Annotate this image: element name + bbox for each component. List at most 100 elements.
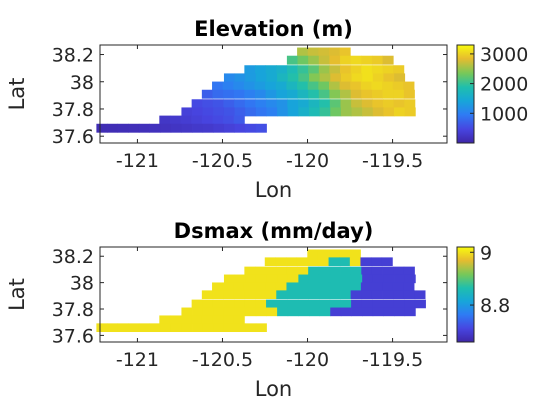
heatmap-cell (382, 290, 394, 300)
heatmap-cell (329, 290, 341, 300)
heatmap-cell (340, 266, 352, 276)
heatmap-cell (297, 266, 309, 276)
heatmap-cell (340, 55, 352, 65)
heatmap-cell (319, 107, 331, 117)
x-axis-label: Lon (255, 178, 293, 202)
heatmap-cell (319, 307, 331, 317)
heatmap-cell (330, 73, 342, 83)
heatmap-cell (286, 55, 298, 65)
heatmap-cell (307, 81, 319, 91)
heatmap-cell (286, 290, 298, 300)
heatmap-cell (233, 315, 245, 325)
heatmap-cell (393, 89, 405, 99)
heatmap-cell (255, 99, 267, 109)
heatmap-cell (308, 266, 320, 276)
heatmap-cell (382, 81, 394, 91)
heatmap-cell (317, 249, 329, 259)
heatmap-cell (117, 323, 129, 333)
heatmap-cell (276, 89, 288, 99)
x-tick-label: -119.5 (362, 349, 423, 371)
heatmap-cell (393, 65, 405, 75)
heatmap-cell (350, 81, 362, 91)
x-tick-label: -120 (286, 150, 329, 172)
heatmap-cell (245, 307, 257, 317)
heatmap-cell (243, 282, 255, 292)
heatmap-cell (255, 107, 267, 117)
heatmap-cell (255, 274, 267, 284)
heatmap-cell (191, 99, 203, 109)
heatmap-cell (234, 107, 246, 117)
heatmap-cell (234, 274, 246, 284)
heatmap-cell (266, 99, 278, 109)
heatmap-cell (403, 290, 415, 300)
heatmap-cell (340, 107, 352, 117)
heatmap-cell (234, 307, 246, 317)
heatmap-cell (309, 307, 321, 317)
heatmap-cell (328, 47, 341, 57)
heatmap-cell (233, 282, 245, 292)
heatmap-cell (234, 323, 246, 333)
heatmap-cell (287, 99, 299, 109)
heatmap-cell (245, 274, 257, 284)
heatmap-cell (361, 266, 373, 276)
heatmap-cell (192, 123, 204, 133)
heatmap-cell (297, 55, 309, 65)
heatmap-cell (169, 315, 181, 325)
heatmap-cell (383, 73, 395, 83)
heatmap-cell (360, 257, 372, 267)
heatmap-cell (414, 299, 426, 309)
heatmap-cell (404, 274, 416, 284)
heatmap-cell (201, 89, 213, 99)
y-tick-label: 37.8 (52, 99, 94, 121)
heatmap-cell (192, 323, 204, 333)
heatmap-cell (362, 73, 374, 83)
heatmap-cell (361, 290, 373, 300)
heatmap-cell (298, 307, 310, 317)
heatmap-cell (393, 99, 405, 109)
heatmap-cell (276, 65, 288, 75)
heatmap-cell (307, 249, 319, 259)
heatmap-cell (160, 123, 172, 133)
heatmap-cell (286, 257, 298, 267)
heatmap-cell (371, 282, 383, 292)
heatmap-cell (317, 257, 329, 267)
heatmap-cell (181, 307, 193, 317)
heatmap-cell (340, 89, 352, 99)
heatmap-cell (382, 282, 394, 292)
heatmap-cell (202, 107, 214, 117)
heatmap-cell (223, 290, 235, 300)
heatmap-cell (159, 115, 171, 125)
heatmap-cell (329, 89, 341, 99)
dsmax-chart-title: Dsmax (mm/day) (174, 219, 374, 243)
heatmap-cell (330, 107, 342, 117)
heatmap-cell (297, 99, 309, 109)
heatmap-cell (234, 299, 246, 309)
heatmap-cell (307, 47, 319, 57)
heatmap-cell (255, 299, 267, 309)
heatmap-cell (223, 323, 235, 333)
heatmap-cell (382, 266, 394, 276)
heatmap-cell (255, 73, 267, 83)
heatmap-cell (149, 323, 161, 333)
heatmap-cell (223, 89, 235, 99)
heatmap-cell (403, 266, 415, 276)
heatmap-cell (372, 307, 384, 317)
heatmap-cell (286, 81, 298, 91)
heatmap-cell (350, 55, 362, 65)
heatmap-cell (107, 323, 119, 333)
heatmap-cell (329, 65, 341, 75)
heatmap-cell (351, 299, 363, 309)
heatmap-cell (170, 123, 182, 133)
heatmap-cell (223, 73, 235, 83)
heatmap-cell (244, 65, 256, 75)
heatmap-cell (328, 257, 340, 267)
heatmap-cell (350, 89, 362, 99)
heatmap-cell (339, 47, 351, 57)
heatmap-cell (308, 89, 320, 99)
heatmap-cell (255, 290, 267, 300)
heatmap-cell (169, 115, 181, 125)
dsmax-axes-box (99, 246, 448, 343)
heatmap-cell (297, 89, 309, 99)
heatmap-cell (308, 299, 320, 309)
heatmap-cell (201, 315, 213, 325)
